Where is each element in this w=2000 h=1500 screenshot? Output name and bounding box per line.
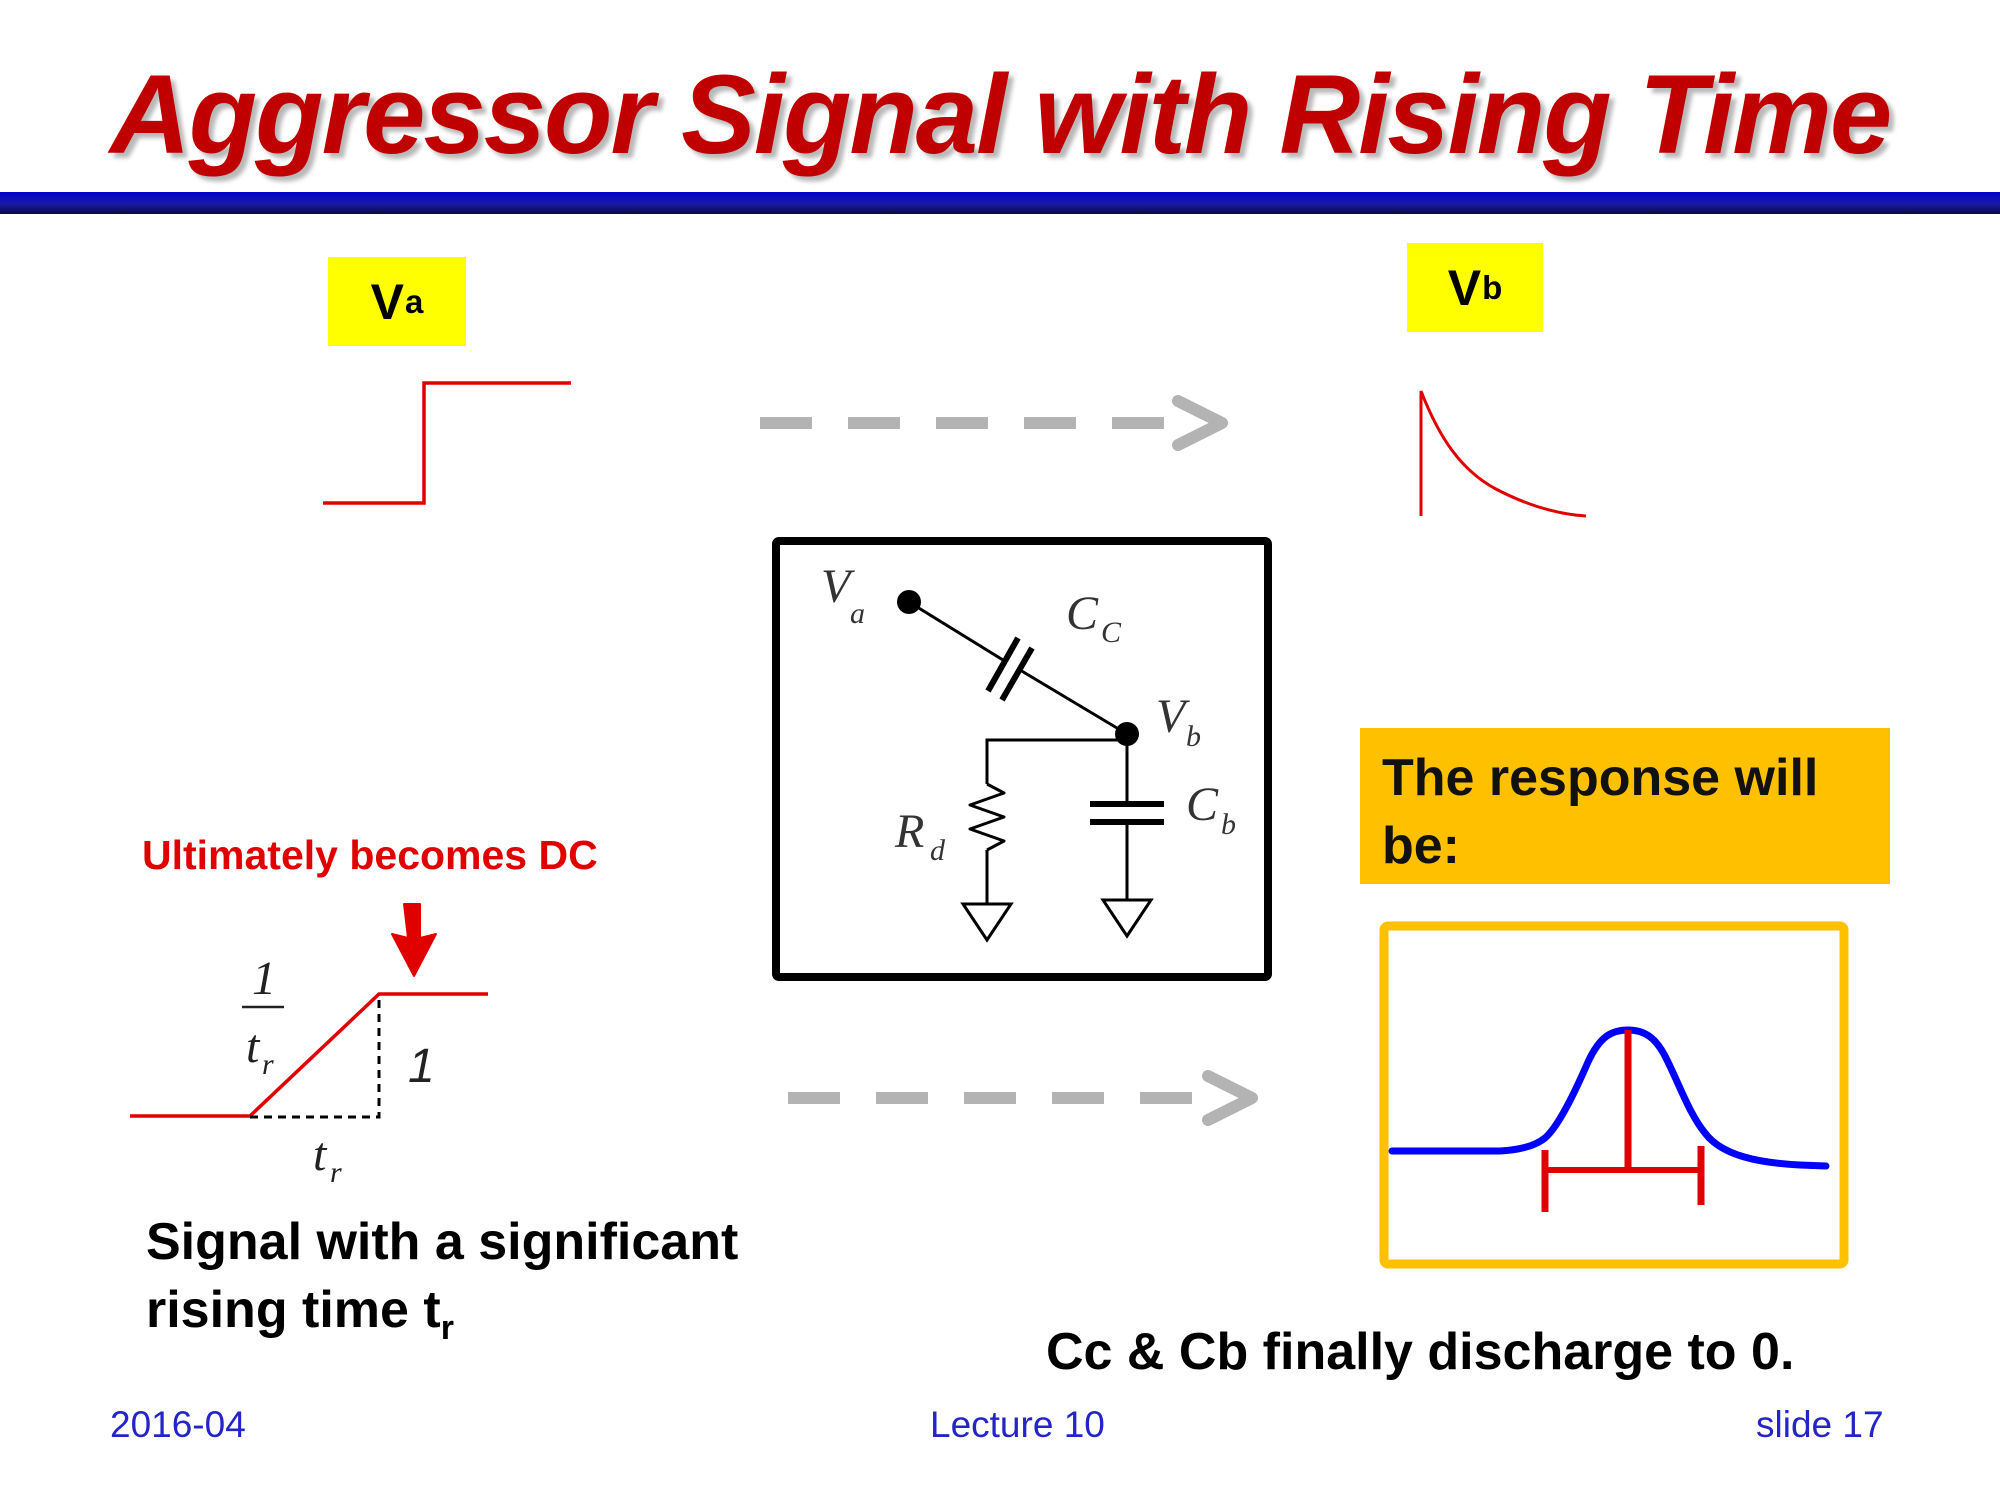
cb-ground-icon — [1100, 898, 1154, 939]
cb-label: C — [1186, 778, 1219, 831]
rd-resistor — [968, 782, 1006, 852]
caption-line-1: Signal with a significant — [146, 1213, 739, 1271]
footer-slide-number: slide 17 — [1756, 1404, 1884, 1445]
rd-ground-icon — [960, 902, 1014, 943]
input-label-sub: a — [405, 282, 424, 320]
rise-time-label-sub: r — [330, 1156, 342, 1189]
slide-title: Aggressor Signal with Rising Time — [109, 52, 1892, 177]
footer-date: 2016-04 — [110, 1404, 246, 1445]
slope-numerator: 1 — [252, 952, 276, 1005]
response-callout: The response will be: — [1360, 728, 1890, 884]
input-label: V — [370, 273, 404, 330]
input-step-waveform — [323, 381, 571, 505]
va-label-sub: a — [850, 597, 865, 630]
header-rule — [0, 192, 2000, 214]
caption-line-2: rising time tr — [146, 1276, 738, 1362]
conclusion-text: Cc & Cb finally discharge to 0. — [1046, 1323, 1795, 1381]
bottom-dashed-arrow — [788, 1070, 1258, 1126]
cb-label-sub: b — [1221, 808, 1236, 841]
footer-lecture: Lecture 10 — [930, 1404, 1105, 1445]
ramp-waveform-group: 1 t r 1 t r — [130, 903, 488, 1189]
output-label-sub: b — [1482, 268, 1503, 306]
output-label: V — [1447, 259, 1482, 316]
cc-plate-1 — [985, 636, 1021, 693]
ramp-guide-lines — [250, 994, 381, 1119]
ramp-waveform — [130, 992, 488, 1118]
circuit-schematic: V a C C V b R d C b — [772, 537, 1272, 981]
va-label: V — [821, 560, 855, 613]
dc-arrow-icon — [391, 903, 437, 977]
caption-line-2-sub: r — [440, 1309, 454, 1347]
rd-label-sub: d — [930, 834, 946, 867]
rd-label: R — [894, 805, 924, 858]
response-plot — [1379, 921, 1849, 1269]
step-height-label: 1 — [408, 1040, 435, 1093]
output-decay-waveform — [1419, 390, 1587, 518]
dc-annotation: Ultimately becomes DC — [142, 832, 598, 878]
vb-label-sub: b — [1186, 720, 1201, 753]
caption-line-2-text: rising time t — [146, 1281, 441, 1339]
response-frame — [1379, 921, 1849, 1269]
cc-label: C — [1066, 587, 1099, 640]
slope-denominator-sub: r — [262, 1048, 274, 1081]
circuit-frame — [772, 537, 1272, 981]
top-dashed-arrow — [760, 395, 1228, 451]
slope-denominator: t — [246, 1020, 261, 1073]
cc-plate-2 — [999, 646, 1035, 702]
cc-label-sub: C — [1101, 616, 1122, 649]
rise-time-label: t — [313, 1128, 328, 1181]
ramp-caption: Signal with a significant rising time tr — [146, 1208, 738, 1362]
vb-label: V — [1156, 690, 1190, 743]
